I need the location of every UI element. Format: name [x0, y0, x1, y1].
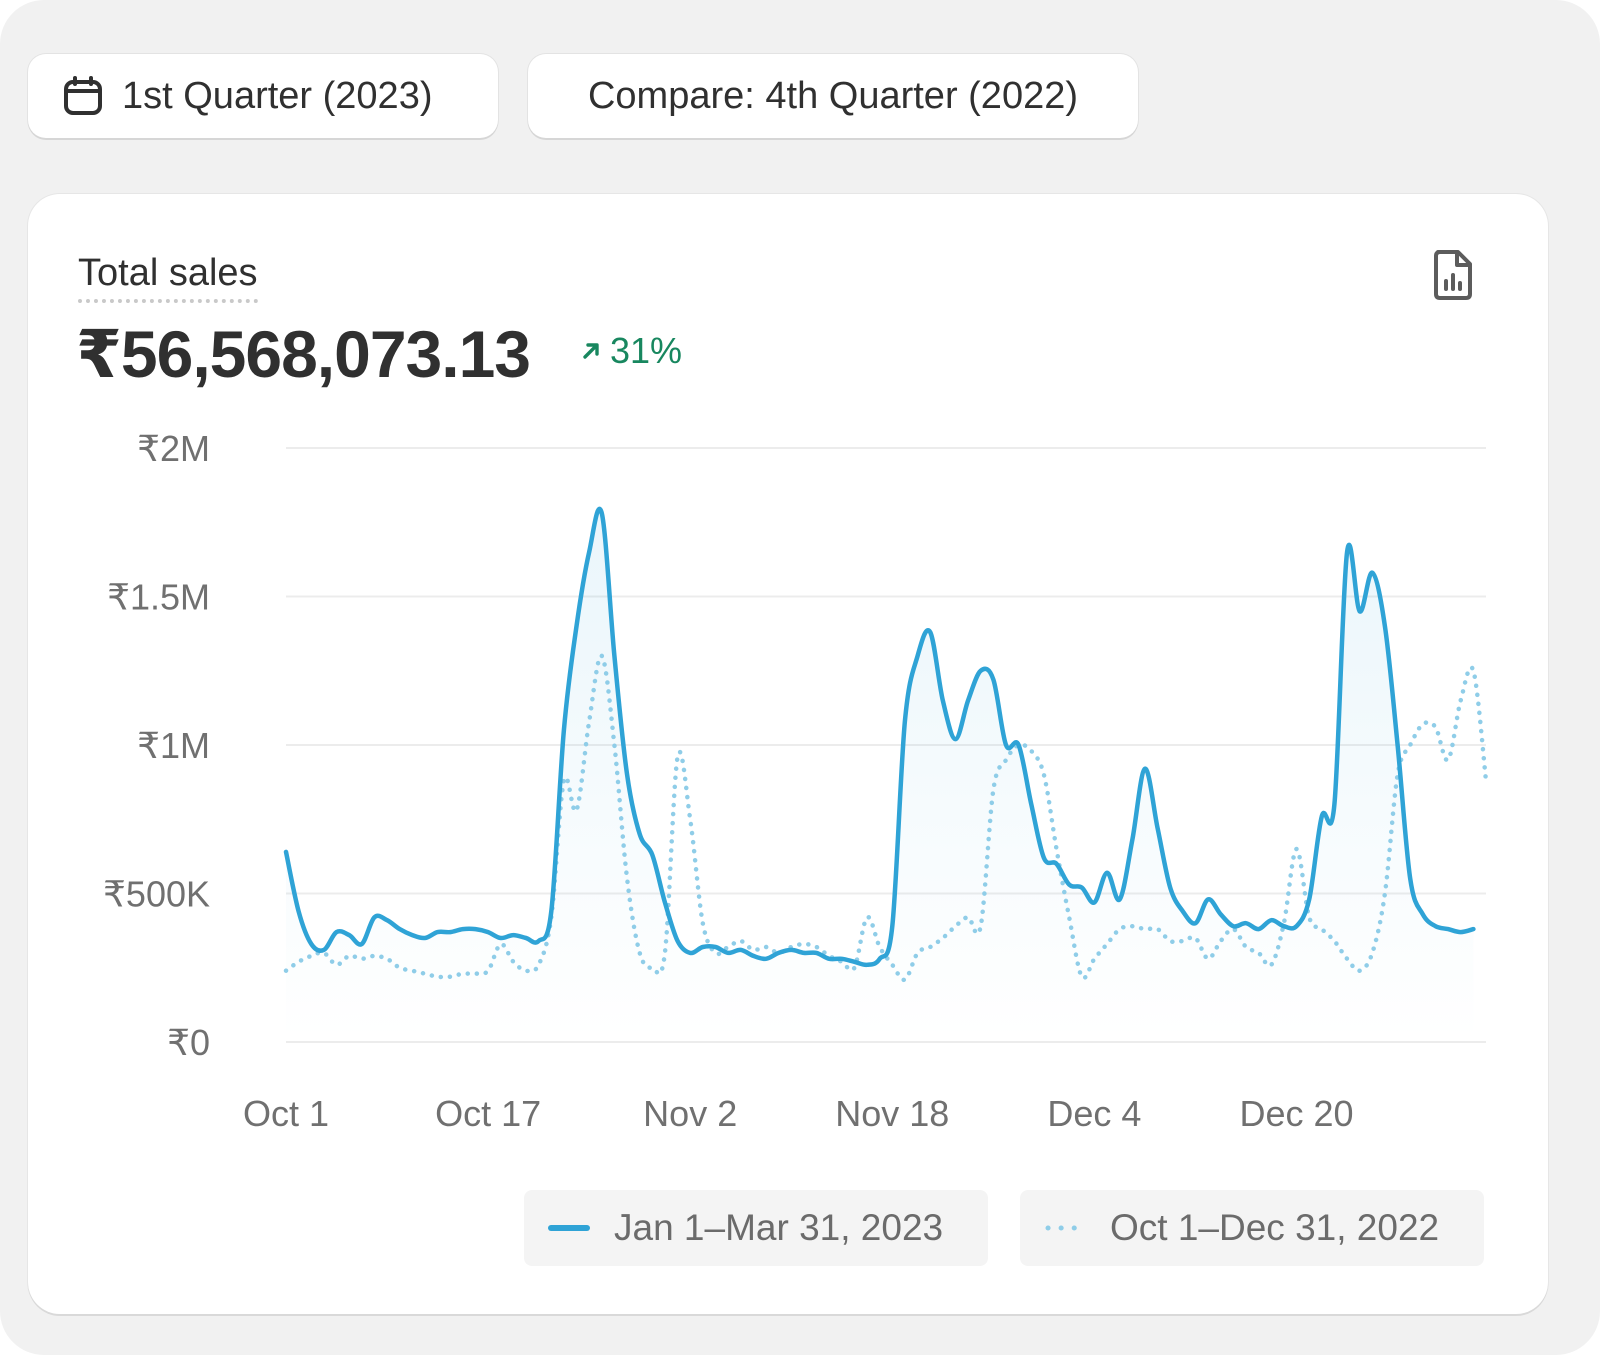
x-tick-label: Oct 1 [243, 1093, 329, 1134]
legend-label-comparison: Oct 1–Dec 31, 2022 [1110, 1207, 1440, 1248]
legend-label-current: Jan 1–Mar 31, 2023 [614, 1207, 944, 1248]
solid-line-swatch-icon [548, 1225, 590, 1231]
y-tick-label: ₹1.5M [107, 577, 210, 618]
metric-change-value: 31% [610, 330, 683, 371]
y-tick-label: ₹2M [137, 428, 210, 469]
sales-line-chart: ₹0 ₹500K ₹1M ₹1.5M ₹2M Oct 1 Oct 17 Nov 2 Nov 18… [103, 428, 1489, 1134]
legend-item-comparison[interactable]: Oct 1–Dec 31, 2022 [1020, 1190, 1484, 1266]
compare-period-button[interactable]: Compare: 4th Quarter (2022) [528, 54, 1138, 138]
series-line-current [283, 506, 1476, 968]
series-line-comparison [283, 653, 1489, 982]
x-tick-label: Dec 20 [1239, 1093, 1353, 1134]
y-tick-label: ₹1M [137, 725, 210, 766]
period-selector-button[interactable]: 1st Quarter (2023) [28, 54, 498, 138]
metric-change-badge: 31% [580, 330, 682, 372]
total-sales-card: Total sales ₹56,568,073.13 31% ₹0 ₹500K ₹1… [28, 194, 1548, 1314]
arrow-up-right-icon [583, 343, 599, 359]
calendar-icon [62, 75, 104, 117]
export-report-button[interactable] [1428, 248, 1478, 302]
period-selector-label: 1st Quarter (2023) [122, 74, 433, 117]
dotted-line-swatch-icon [1045, 1225, 1086, 1231]
y-tick-label: ₹0 [167, 1022, 210, 1063]
metric-title[interactable]: Total sales [78, 252, 258, 303]
file-chart-icon [1434, 250, 1472, 300]
series-area-current [286, 508, 1474, 1042]
x-tick-label: Oct 17 [435, 1093, 541, 1134]
metric-value: ₹56,568,073.13 [76, 317, 531, 391]
y-tick-label: ₹500K [103, 874, 210, 915]
x-tick-label: Dec 4 [1047, 1093, 1141, 1134]
x-tick-label: Nov 2 [643, 1093, 737, 1134]
x-tick-label: Nov 18 [835, 1093, 949, 1134]
legend-item-current[interactable]: Jan 1–Mar 31, 2023 [524, 1190, 988, 1266]
compare-period-label: Compare: 4th Quarter (2022) [587, 74, 1078, 117]
